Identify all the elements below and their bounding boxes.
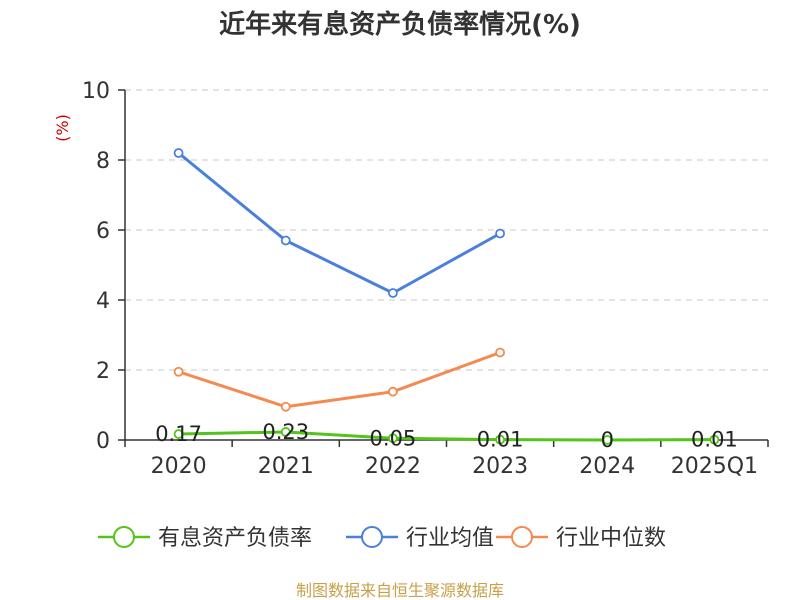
legend-marker-icon [113,526,135,548]
data-label: 0 [601,428,614,452]
data-point [709,434,720,445]
data-point [173,148,184,158]
series-有息资产负债率 [173,427,720,445]
series-行业均值 [173,148,505,298]
data-point [602,435,613,445]
y-tick-label: 4 [96,289,110,314]
x-tick-label: 2020 [151,454,207,479]
data-point [495,228,505,239]
data-label: 0.17 [155,422,202,446]
data-point [388,288,398,298]
x-tick-label: 2021 [258,454,314,479]
data-point [388,433,398,444]
x-tick-label: 2023 [472,454,528,479]
y-tick-label: 8 [96,149,110,174]
series-layer [173,148,720,445]
data-point [280,427,291,437]
axes [118,89,769,447]
y-tick-label: 10 [82,79,110,104]
y-tick-label: 6 [96,219,110,244]
series-line [178,430,715,442]
x-tick-label: 2024 [579,454,635,479]
y-tick-label: 0 [96,429,110,454]
series-行业中位数 [173,347,505,412]
series-line [178,351,501,409]
data-point [280,235,291,246]
x-tick-labels: 2020 2021 2022 2023 2024 2025Q1 [151,454,758,479]
legend-marker-icon [361,526,383,548]
source-note: 制图数据来自恒生聚源数据库 [296,581,504,600]
y-axis-unit-label: (%) [53,114,72,142]
data-labels: 0.17 0.23 0.05 0.01 0 0.01 [155,420,738,452]
data-label: 0.05 [370,426,417,450]
data-label: 0.01 [691,428,738,452]
legend-label: 有息资产负债率 [158,526,312,551]
legend-marker-icon [511,526,533,548]
data-point [495,434,505,445]
data-point [173,429,184,439]
legend-item[interactable]: 行业均值 [346,526,494,551]
y-tick-label: 2 [96,359,110,384]
chart-title: 近年来有息资产负债率情况(%) [219,9,581,40]
series-line [177,151,501,295]
grid-lines [125,89,768,371]
data-label: 0.23 [262,420,309,444]
legend-label: 行业均值 [406,526,494,551]
legend[interactable]: 有息资产负债率 行业均值 行业中位数 [98,526,666,551]
data-point [173,366,184,377]
x-tick-label: 2022 [365,454,421,479]
legend-label: 行业中位数 [556,526,666,551]
legend-item[interactable]: 行业中位数 [496,526,666,551]
data-point [280,401,291,412]
data-point [388,386,398,397]
legend-item[interactable]: 有息资产负债率 [98,526,312,551]
x-tick-label: 2025Q1 [671,454,758,479]
data-label: 0.01 [477,428,524,452]
data-point [495,347,505,358]
y-tick-labels: 0 2 4 6 8 10 [82,79,110,454]
